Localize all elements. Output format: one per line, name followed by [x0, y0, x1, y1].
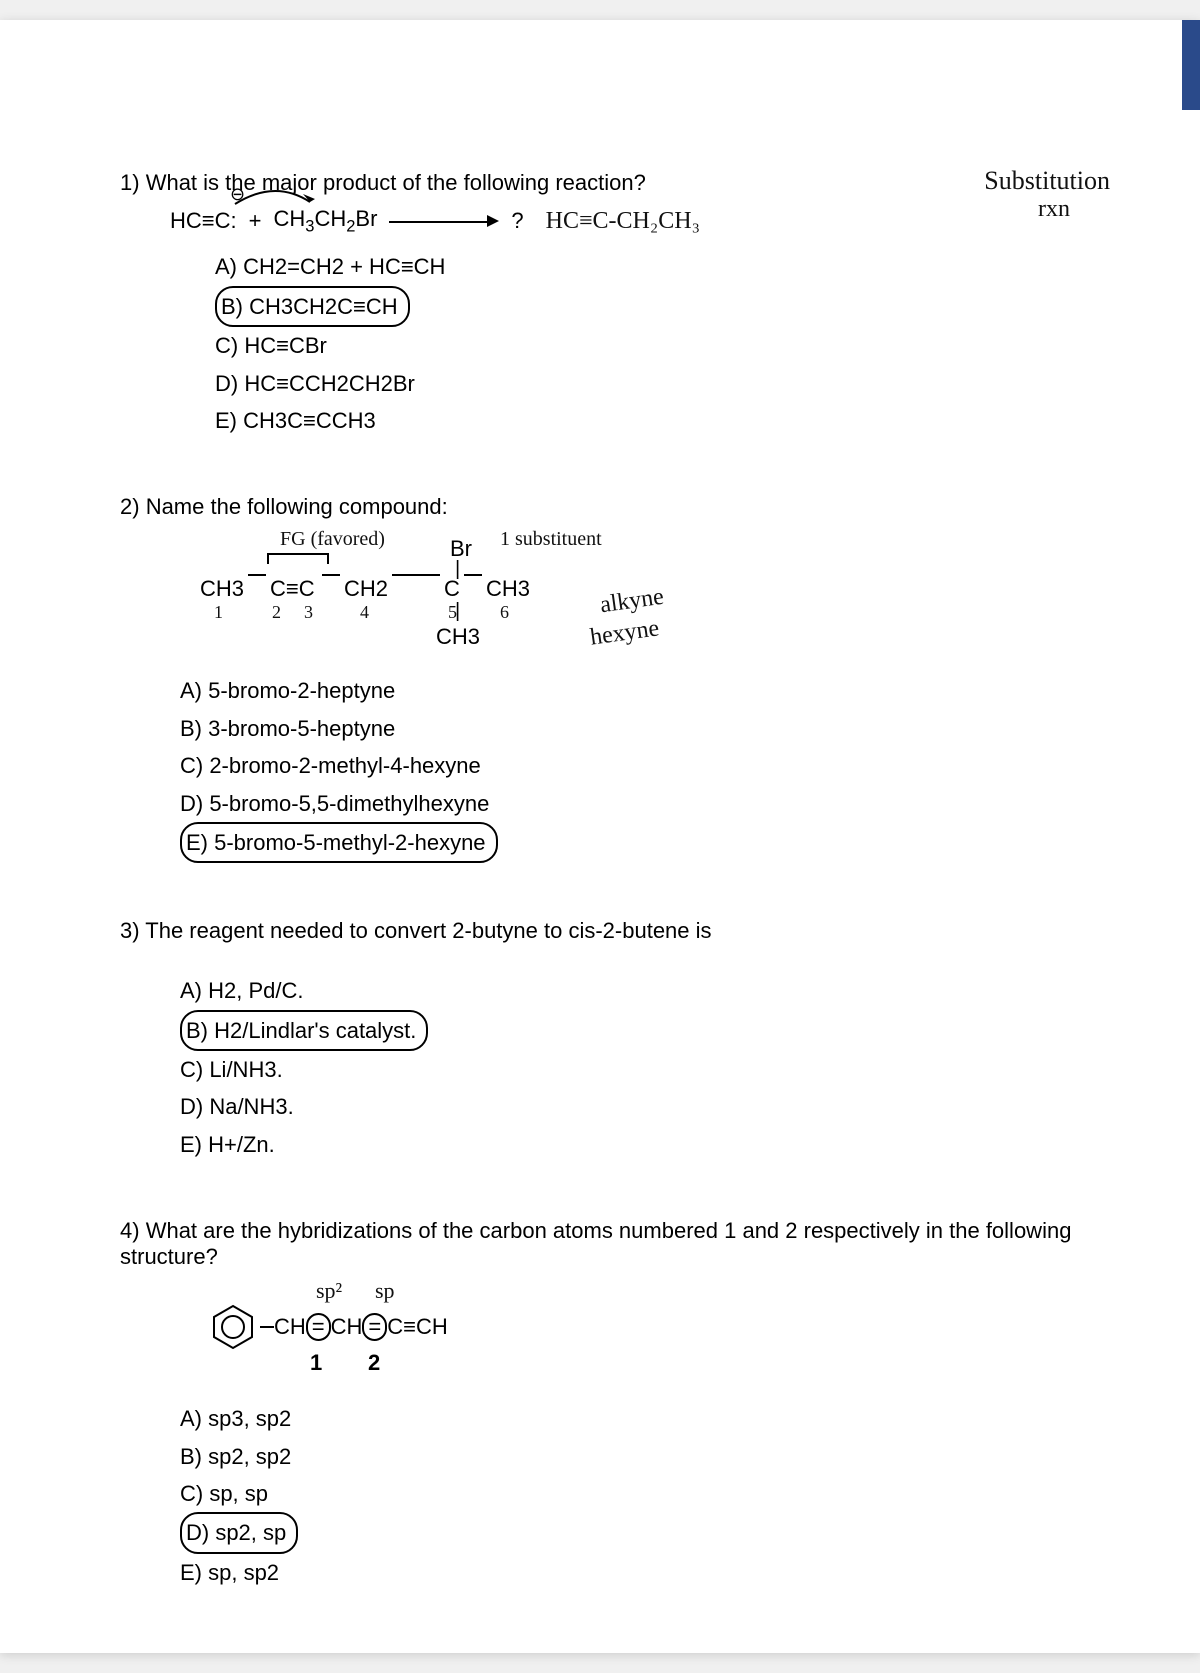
q2-bond-2	[322, 574, 340, 576]
q2-ch3l-txt: CH3	[200, 576, 244, 601]
q2-prompt: Name the following compound:	[146, 494, 448, 519]
q2-choice-d: D) 5-bromo-5,5-dimethylhexyne	[180, 785, 1080, 822]
q4-structure: sp² sp CH=CH=C≡CH 1 2	[210, 1280, 1080, 1370]
q3-choice-d: D) Na/NH3.	[180, 1088, 1080, 1125]
curved-arrow-icon	[225, 184, 325, 214]
reaction-arrow-icon	[389, 215, 499, 227]
q4-choice-c: C) sp, sp	[180, 1475, 1080, 1512]
q1-question-mark: ?	[511, 208, 523, 234]
question-1: 1) What is the major product of the foll…	[120, 170, 1080, 439]
q2-br: Br	[450, 536, 472, 562]
q2-number: 2)	[120, 494, 140, 519]
q4-annotation-sp: sp	[375, 1278, 395, 1304]
q1-reaction: ⊖ HC≡C: + CH3CH2Br ? HC≡C-CH₂CH₃	[170, 206, 1080, 236]
q2-choice-e: E) 5-bromo-5-methyl-2-hexyne	[180, 822, 498, 863]
q3-prompt: The reagent needed to convert 2-butyne t…	[145, 918, 711, 943]
q2-n4: 4	[360, 602, 369, 623]
q4-num-2: 2	[368, 1350, 380, 1376]
q2-n2: 2	[272, 602, 281, 623]
q2-ch2-txt: CH2	[344, 576, 388, 601]
q1-handwritten-product: HC≡C-CH₂CH₃	[546, 208, 700, 235]
q2-n3: 3	[304, 602, 313, 623]
q2-prompt-row: 2) Name the following compound:	[120, 494, 1080, 520]
q3-number: 3)	[120, 918, 140, 943]
q2-ch3-bottom: CH3	[436, 624, 480, 650]
q2-ch3-right: CH3	[486, 576, 530, 602]
q1-choices: A) CH2=CH2 + HC≡CH B) CH3CH2C≡CH C) HC≡C…	[215, 248, 1080, 439]
q2-annotation-hexyne: hexyne	[588, 616, 660, 652]
q4-chain: CH=CH=C≡CH	[274, 1313, 448, 1341]
q1-choice-c: C) HC≡CBr	[215, 327, 1080, 364]
q2-c: C	[444, 576, 460, 602]
q3-choice-e: E) H+/Zn.	[180, 1126, 1080, 1163]
q2-bond-4	[464, 574, 482, 576]
q2-ch2: CH2	[344, 576, 388, 602]
q1-prompt: What is the major product of the followi…	[146, 170, 646, 195]
q4-choice-d: D) sp2, sp	[180, 1512, 298, 1553]
q2-n1: 1	[214, 602, 223, 623]
q1-rr-post: Br	[355, 206, 377, 231]
q2-bond-v2: |	[455, 600, 460, 623]
q3-choices: A) H2, Pd/C. B) H2/Lindlar's catalyst. C…	[180, 972, 1080, 1163]
q1-choice-d: D) HC≡CCH2CH2Br	[215, 365, 1080, 402]
question-4: 4) What are the hybridizations of the ca…	[120, 1218, 1080, 1591]
q2-structure: Br | CH3 C≡C CH2 C CH3 1 2 3 4 5 6 |	[180, 530, 1080, 660]
q2-bond-3	[392, 574, 440, 576]
q1-choice-e: E) CH3C≡CCH3	[215, 402, 1080, 439]
q4-choice-e: E) sp, sp2	[180, 1554, 1080, 1591]
benzene-ring-icon	[210, 1304, 256, 1350]
q1-choice-b: B) CH3CH2C≡CH	[215, 286, 410, 327]
q3-choice-b: B) H2/Lindlar's catalyst.	[180, 1010, 428, 1051]
q3-choice-c: C) Li/NH3.	[180, 1051, 1080, 1088]
q1-choice-a: A) CH2=CH2 + HC≡CH	[215, 248, 1080, 285]
q4-dbl2: =	[362, 1313, 387, 1341]
q4-choice-b: B) sp2, sp2	[180, 1438, 1080, 1475]
worksheet-page: 1) What is the major product of the foll…	[0, 20, 1200, 1653]
q2-n6: 6	[500, 602, 509, 623]
q1-number: 1)	[120, 170, 140, 195]
q2-ch3-left: CH3	[200, 576, 244, 602]
q4-dbl1: =	[306, 1313, 331, 1341]
q4-choices: A) sp3, sp2 B) sp2, sp2 C) sp, sp D) sp2…	[180, 1400, 1080, 1591]
q2-choice-a: A) 5-bromo-2-heptyne	[180, 672, 1080, 709]
q2-annotation-alkyne: alkyne	[598, 584, 665, 620]
q3-choice-a: A) H2, Pd/C.	[180, 972, 1080, 1009]
q4-choice-a: A) sp3, sp2	[180, 1400, 1080, 1437]
q2-bond-1	[248, 574, 266, 576]
q2-cc: C≡C	[270, 576, 315, 602]
q4-annotation-sp2: sp²	[316, 1278, 342, 1304]
bracket-icon	[263, 550, 333, 566]
q4-number: 4)	[120, 1218, 140, 1243]
q1-annotation-substitution: Substitution	[984, 166, 1110, 196]
q2-choices: A) 5-bromo-2-heptyne B) 3-bromo-5-heptyn…	[180, 672, 1080, 863]
q2-choice-c: C) 2-bromo-2-methyl-4-hexyne	[180, 747, 1080, 784]
page-edge-accent	[1182, 20, 1200, 110]
q2-choice-b: B) 3-bromo-5-heptyne	[180, 710, 1080, 747]
q3-prompt-row: 3) The reagent needed to convert 2-butyn…	[120, 918, 1080, 944]
q4-bond-ring	[260, 1326, 274, 1328]
question-2: 2) Name the following compound: FG (favo…	[120, 494, 1080, 863]
question-3: 3) The reagent needed to convert 2-butyn…	[120, 918, 1080, 1163]
q4-prompt: What are the hybridizations of the carbo…	[120, 1218, 1071, 1269]
q4-prompt-row: 4) What are the hybridizations of the ca…	[120, 1218, 1080, 1270]
q4-num-1: 1	[310, 1350, 322, 1376]
